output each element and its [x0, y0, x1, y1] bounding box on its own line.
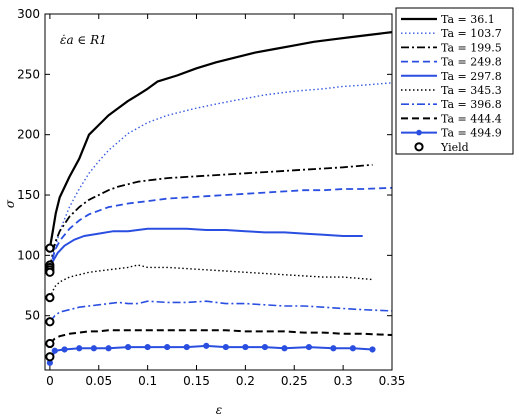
y-tick-label: 150 — [17, 188, 40, 202]
series-line-2 — [49, 163, 373, 268]
series-point — [76, 345, 83, 352]
series-point — [369, 346, 376, 353]
series-line-4 — [48, 227, 363, 273]
x-tick-label: 0.15 — [183, 374, 210, 388]
legend-label-yield: Yield — [440, 141, 469, 154]
legend-label-5: Ta = 345.3 — [441, 84, 502, 97]
y-axis-label: σ — [3, 199, 17, 208]
legend-label-8: Ta = 494.9 — [441, 127, 502, 140]
series-point — [90, 345, 97, 352]
yield-marker — [45, 292, 55, 303]
yield-markers — [45, 243, 55, 362]
x-axis-label: ε — [216, 403, 222, 417]
series-point — [305, 343, 313, 351]
strain-rate-annotation: ε̇a ∈ R1 — [60, 33, 107, 47]
y-tick-label: 200 — [17, 128, 40, 142]
legend-label-0: Ta = 36.1 — [441, 13, 495, 26]
legend-label-2: Ta = 199.5 — [441, 41, 502, 54]
series-line-0 — [48, 31, 393, 249]
series-point — [203, 342, 210, 349]
x-tick-label: 0 — [46, 374, 54, 388]
x-tick-label: 0.2 — [236, 374, 255, 388]
x-tick-label: 0.3 — [334, 374, 353, 388]
series-line-6 — [49, 300, 393, 323]
series-point — [349, 345, 357, 352]
legend-label-6: Ta = 396.8 — [441, 98, 502, 111]
y-tick-label: 100 — [17, 248, 40, 262]
y-tick-label: 50 — [25, 309, 40, 323]
series-layer — [46, 31, 393, 366]
series-line-7 — [49, 329, 393, 345]
x-tick-label: 0.35 — [379, 374, 406, 388]
series-point — [105, 345, 112, 352]
series-point — [330, 345, 337, 352]
legend-label-1: Ta = 103.7 — [441, 27, 502, 40]
yield-marker — [45, 267, 55, 277]
legend-label-4: Ta = 297.8 — [441, 70, 502, 83]
series-line-1 — [49, 82, 393, 266]
series-point — [222, 343, 229, 351]
series-point — [183, 343, 190, 351]
x-tick-label: 0.25 — [281, 374, 308, 388]
yield-marker — [45, 243, 55, 253]
y-tick-label: 300 — [17, 7, 40, 21]
series-line-5 — [49, 264, 373, 298]
legend: Ta = 36.1Ta = 103.7Ta = 199.5Ta = 249.8T… — [395, 7, 514, 155]
series-point — [61, 346, 68, 353]
plot-frame — [44, 13, 393, 371]
legend-label-3: Ta = 249.8 — [441, 56, 502, 69]
series-point — [261, 343, 269, 351]
series-line-3 — [49, 186, 393, 271]
series-point — [51, 347, 58, 354]
series-point — [164, 343, 171, 351]
x-tick-label: 0.1 — [138, 374, 157, 388]
axis-ticks: 0 0.05 0.1 0.15 0.2 0.25 0.3 0.35 50 100 150 200 250… — [17, 7, 405, 388]
yield-marker — [45, 338, 55, 349]
legend-yield-marker — [414, 142, 424, 152]
yield-marker — [45, 317, 55, 327]
series-point — [281, 345, 288, 352]
series-point — [144, 343, 151, 351]
legend-marker — [416, 129, 422, 136]
legend-label-7: Ta = 444.4 — [441, 112, 502, 125]
y-tick-label: 250 — [17, 67, 40, 81]
yield-marker — [45, 352, 55, 362]
series-point — [124, 343, 132, 351]
legend-box — [395, 7, 514, 155]
series-point — [242, 343, 249, 351]
x-tick-label: 0.05 — [85, 374, 112, 388]
